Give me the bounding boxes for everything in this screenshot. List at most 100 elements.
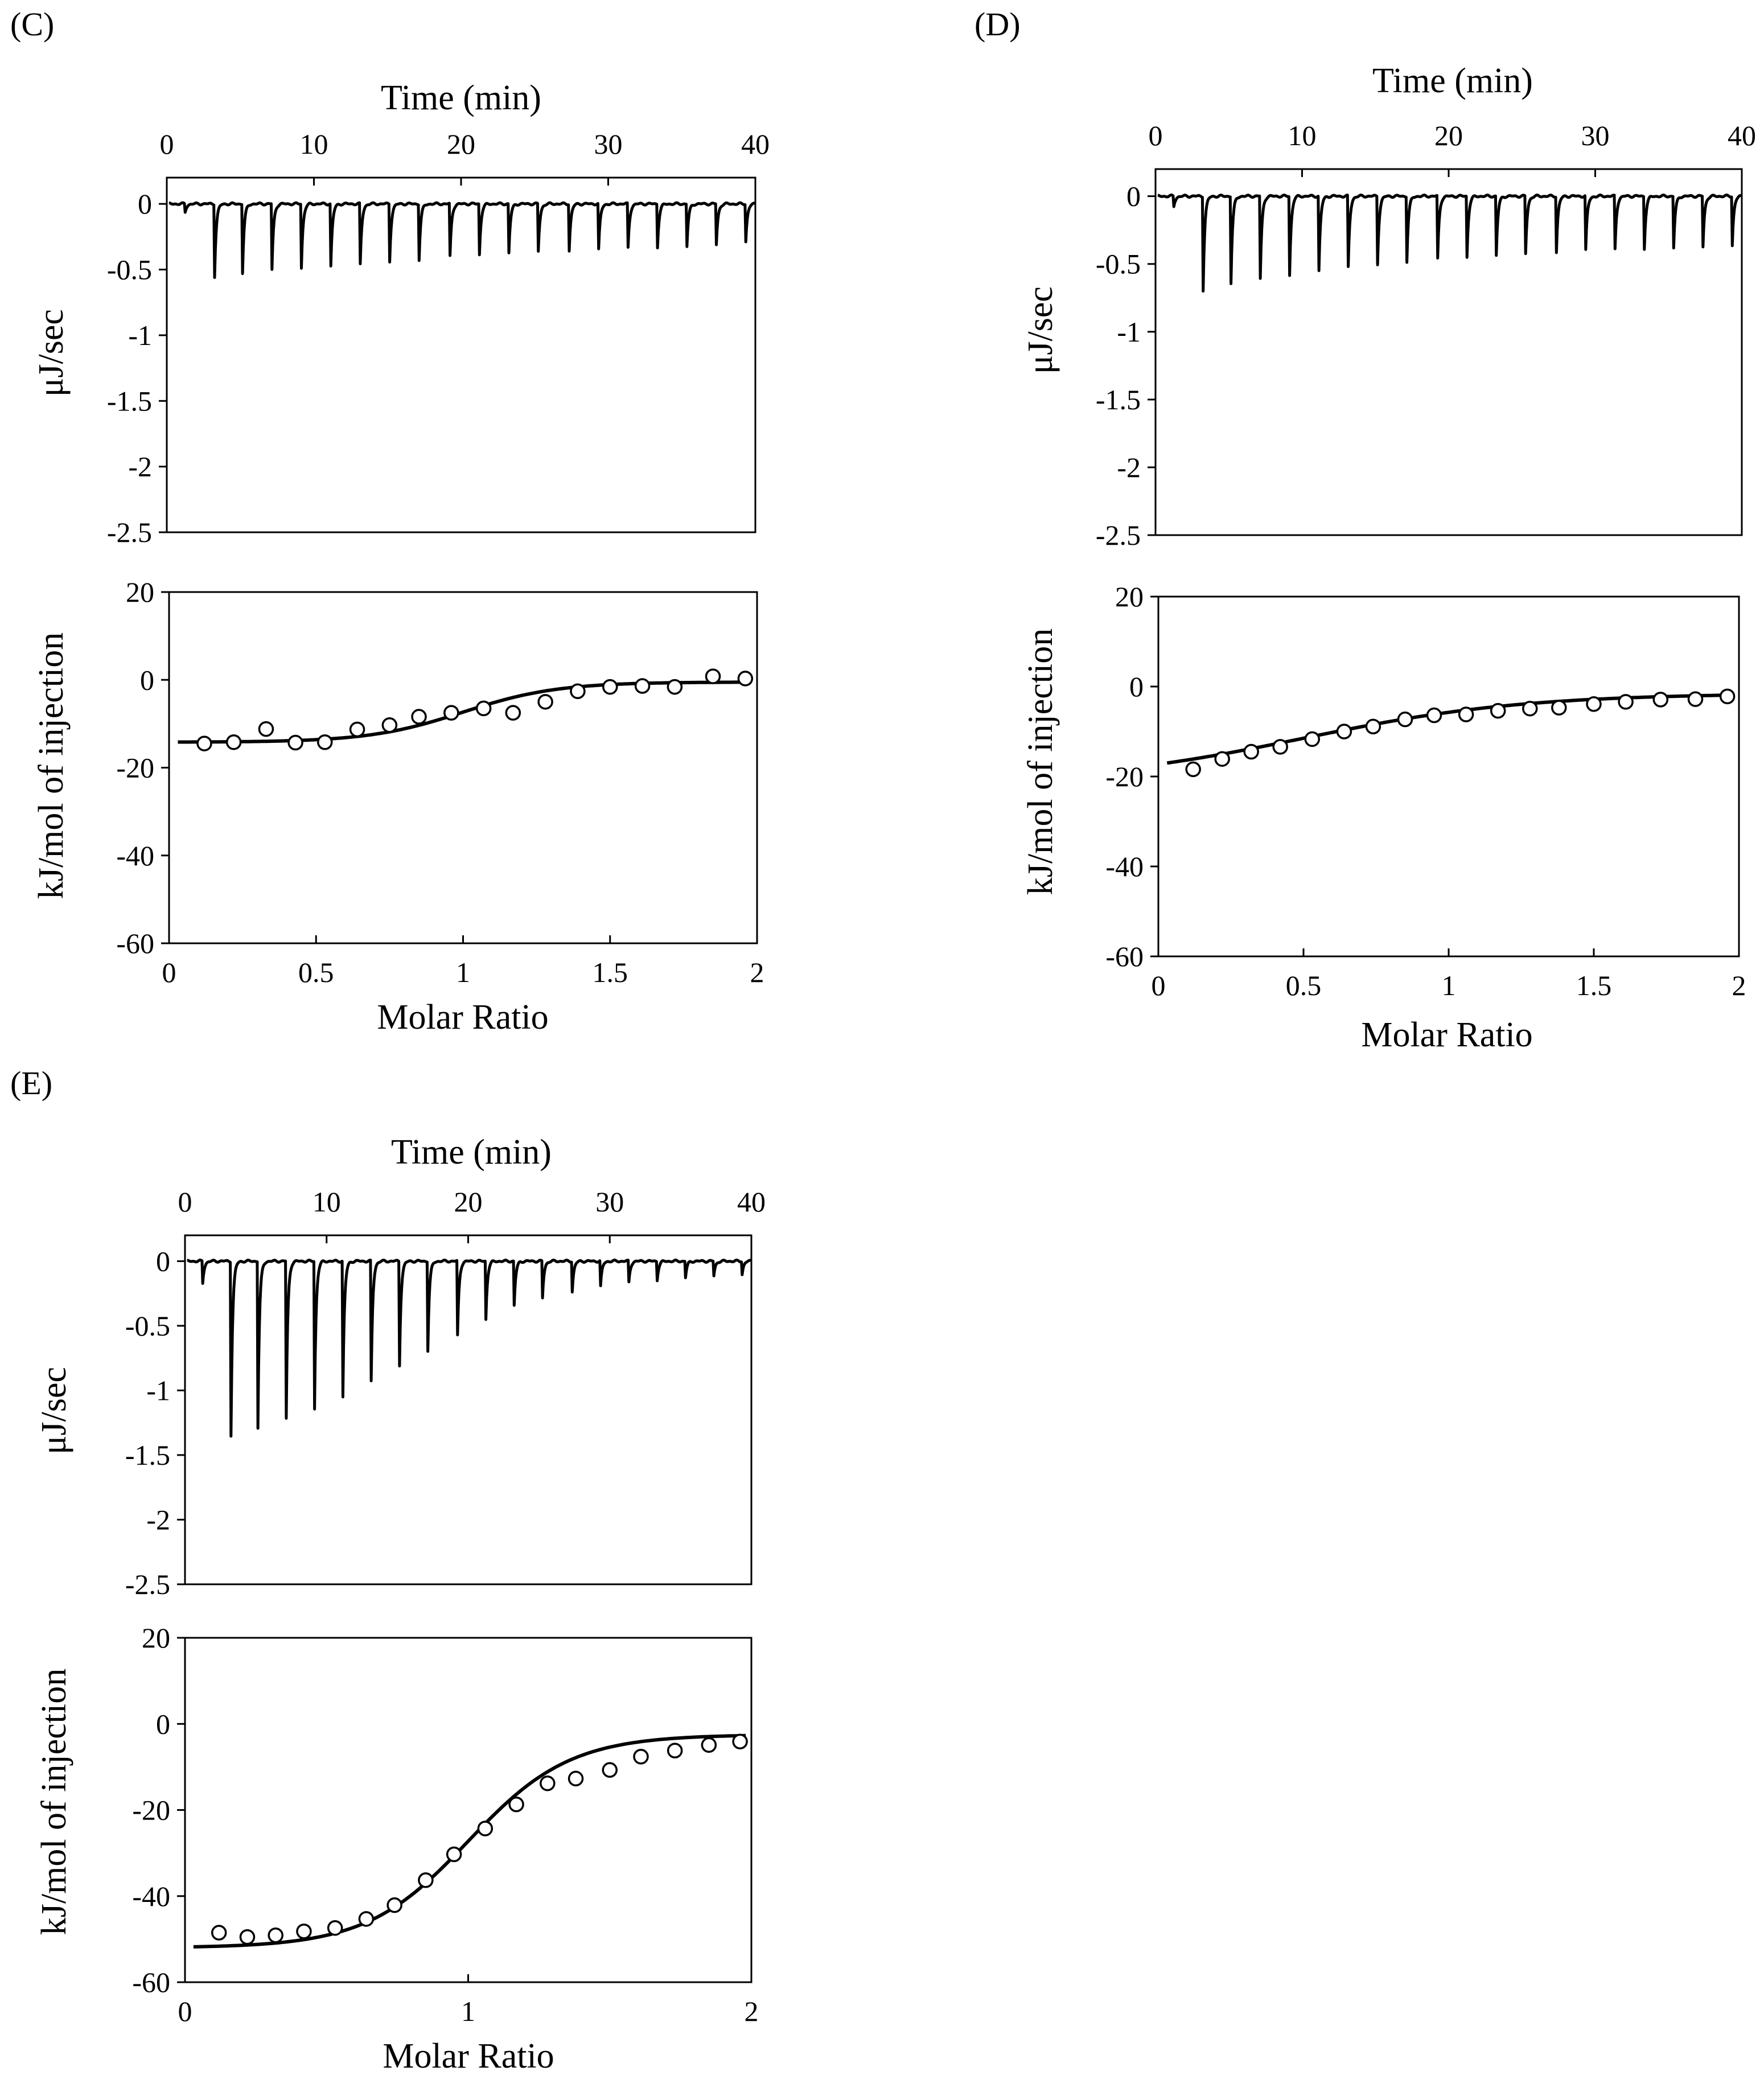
binding-x-tick-label-c: 1 bbox=[456, 956, 470, 988]
data-point-c bbox=[570, 683, 586, 700]
data-point-c bbox=[443, 705, 459, 721]
binding-y-tick-label-d: -60 bbox=[1105, 940, 1144, 972]
data-point-c bbox=[602, 679, 618, 695]
data-point-c bbox=[381, 717, 398, 733]
binding-x-tick-label-c: 1.5 bbox=[593, 956, 628, 988]
data-point-d bbox=[1618, 694, 1634, 710]
data-point-e bbox=[633, 1748, 649, 1765]
binding-x-tick-label-c: 0 bbox=[162, 956, 176, 988]
raw-x-tick-label-d: 10 bbox=[1288, 120, 1317, 151]
data-point-c bbox=[411, 709, 427, 725]
raw-x-tick-label-d: 30 bbox=[1581, 120, 1610, 151]
fit-curve-e bbox=[193, 1733, 746, 1949]
data-point-c bbox=[705, 668, 721, 684]
data-point-e bbox=[446, 1846, 462, 1863]
raw-y-tick-label-c: -1 bbox=[128, 319, 152, 351]
binding-x-tick-label-d: 1.5 bbox=[1576, 969, 1612, 1001]
data-point-e bbox=[667, 1743, 683, 1758]
binding-x-tick-label-d: 0.5 bbox=[1286, 969, 1322, 1001]
data-point-c bbox=[505, 705, 521, 721]
data-point-e bbox=[358, 1911, 375, 1927]
raw-x-tick-label-e: 30 bbox=[595, 1186, 624, 1218]
binding-y-tick-label-c: -20 bbox=[116, 752, 154, 784]
data-point-e bbox=[540, 1775, 556, 1792]
data-point-c bbox=[667, 679, 683, 695]
data-point-d bbox=[1586, 696, 1602, 712]
raw-y-axis-title-e: μJ/sec bbox=[35, 1367, 73, 1454]
panel-label-d: (D) bbox=[974, 6, 1021, 43]
binding-y-axis-title-d: kJ/mol of injection bbox=[1021, 628, 1060, 895]
data-point-e bbox=[732, 1733, 748, 1750]
panel-label-e: (E) bbox=[10, 1065, 52, 1102]
data-point-d bbox=[1336, 724, 1352, 739]
data-point-c bbox=[258, 721, 274, 737]
fit-curve-c bbox=[178, 680, 751, 744]
raw-x-tick-label-e: 0 bbox=[178, 1186, 192, 1218]
data-point-e bbox=[327, 1920, 343, 1936]
raw-y-tick-label-d: -1 bbox=[1117, 316, 1141, 348]
binding-x-tick-label-c: 2 bbox=[750, 956, 764, 988]
binding-y-tick-label-c: 0 bbox=[140, 664, 154, 696]
data-point-d bbox=[1185, 761, 1201, 778]
data-point-d bbox=[1490, 702, 1506, 719]
data-point-c bbox=[287, 734, 303, 751]
binding-plot-d: Molar Ratio kJ/mol of injection bbox=[1021, 628, 1533, 1054]
binding-x-tick-label-e: 1 bbox=[461, 1995, 475, 2027]
time-axis-title-d: Time (min) bbox=[1372, 61, 1533, 100]
data-point-d bbox=[1243, 743, 1259, 760]
fit-curve-d bbox=[1166, 693, 1733, 765]
data-point-c bbox=[225, 734, 242, 750]
raw-y-tick-label-e: -2.5 bbox=[125, 1568, 170, 1600]
binding-y-tick-label-c: 20 bbox=[126, 576, 154, 608]
raw-x-tick-label-d: 40 bbox=[1728, 120, 1756, 151]
binding-y-tick-label-d: 20 bbox=[1115, 581, 1144, 613]
binding-y-tick-label-c: -40 bbox=[116, 840, 154, 872]
panel-label-c: (C) bbox=[10, 6, 54, 43]
raw-x-tick-label-c: 0 bbox=[160, 128, 174, 160]
raw-y-tick-label-e: -1.5 bbox=[125, 1439, 170, 1471]
raw-x-tick-label-d: 0 bbox=[1149, 120, 1163, 151]
data-point-e bbox=[418, 1872, 434, 1888]
data-point-d bbox=[1687, 691, 1704, 707]
raw-y-tick-label-c: -2 bbox=[128, 451, 152, 483]
raw-y-axis-title-c: μJ/sec bbox=[32, 309, 71, 397]
raw-plot-d: Time (min) μJ/sec bbox=[1021, 61, 1533, 374]
raw-y-axis-title-d: μJ/sec bbox=[1021, 286, 1060, 374]
data-point-d bbox=[1719, 688, 1736, 705]
data-point-d bbox=[1397, 711, 1413, 728]
raw-x-tick-label-c: 40 bbox=[741, 128, 770, 160]
binding-y-axis-title-c: kJ/mol of injection bbox=[32, 632, 71, 899]
raw-y-tick-label-d: 0 bbox=[1126, 180, 1141, 212]
data-point-c bbox=[634, 678, 651, 694]
data-point-e bbox=[701, 1737, 717, 1753]
data-point-c bbox=[737, 671, 754, 687]
raw-y-tick-label-c: 0 bbox=[138, 188, 152, 220]
binding-x-tick-label-d: 1 bbox=[1442, 969, 1456, 1001]
data-point-e bbox=[602, 1762, 618, 1778]
data-point-e bbox=[296, 1924, 312, 1940]
raw-y-tick-label-e: -2 bbox=[146, 1503, 170, 1535]
binding-y-tick-label-c: -60 bbox=[116, 927, 154, 959]
data-point-d bbox=[1426, 707, 1442, 724]
data-point-c bbox=[316, 734, 333, 750]
molar-ratio-axis-title-e: Molar Ratio bbox=[383, 2037, 554, 2075]
binding-y-tick-label-d: -20 bbox=[1105, 761, 1144, 792]
data-point-e bbox=[211, 1925, 227, 1941]
raw-x-tick-label-c: 30 bbox=[594, 128, 623, 160]
raw-y-tick-label-d: -2 bbox=[1117, 451, 1141, 483]
binding-x-tick-label-d: 2 bbox=[1732, 969, 1746, 1001]
data-point-e bbox=[386, 1897, 402, 1913]
raw-trace-line-d bbox=[1157, 194, 1742, 293]
panel-d: (D) Time (min) μJ/sec Molar Ratio kJ/mol… bbox=[974, 6, 1533, 1054]
binding-plot-c: Molar Ratio kJ/mol of injection bbox=[32, 632, 549, 1037]
data-point-d bbox=[1522, 700, 1538, 717]
binding-x-tick-label-d: 0 bbox=[1152, 969, 1166, 1001]
raw-y-tick-label-e: -0.5 bbox=[125, 1310, 170, 1342]
molar-ratio-axis-title-d: Molar Ratio bbox=[1361, 1016, 1532, 1054]
raw-y-tick-label-c: -1.5 bbox=[107, 385, 152, 417]
raw-x-tick-label-e: 10 bbox=[312, 1186, 341, 1218]
data-point-d bbox=[1272, 739, 1288, 755]
time-axis-title-c: Time (min) bbox=[381, 79, 541, 117]
data-point-d bbox=[1304, 731, 1321, 747]
data-point-e bbox=[568, 1770, 584, 1787]
